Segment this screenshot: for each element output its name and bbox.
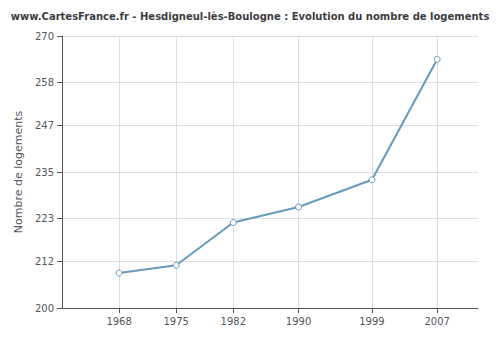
svg-text:200: 200	[35, 303, 54, 314]
svg-text:Nombre de logements: Nombre de logements	[12, 110, 25, 233]
svg-text:223: 223	[35, 213, 54, 224]
svg-text:212: 212	[35, 256, 54, 267]
svg-text:258: 258	[35, 77, 54, 88]
svg-text:www.CartesFrance.fr - Hesdigne: www.CartesFrance.fr - Hesdigneul-lès-Bou…	[11, 11, 490, 22]
svg-text:1990: 1990	[286, 316, 311, 327]
svg-text:247: 247	[35, 120, 54, 131]
svg-text:1968: 1968	[106, 316, 131, 327]
svg-text:1999: 1999	[359, 316, 384, 327]
svg-text:235: 235	[35, 167, 54, 178]
svg-text:270: 270	[35, 31, 54, 42]
svg-text:1975: 1975	[163, 316, 188, 327]
svg-text:2007: 2007	[424, 316, 449, 327]
svg-text:1982: 1982	[221, 316, 246, 327]
